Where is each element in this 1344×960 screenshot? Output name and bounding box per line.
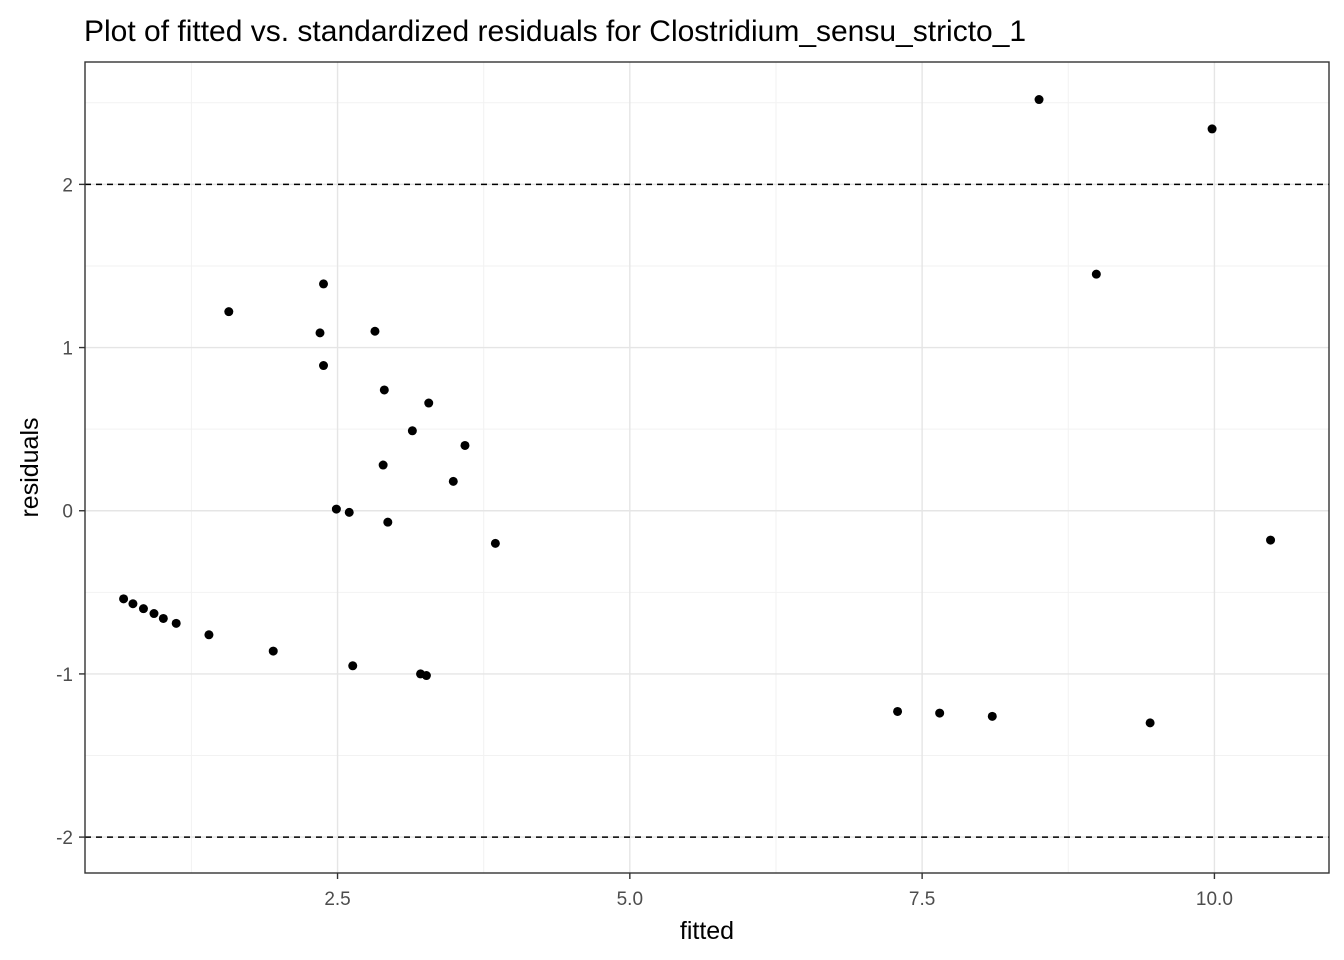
y-tick-label: 0 xyxy=(62,502,73,523)
x-tick-label: 10.0 xyxy=(1196,889,1233,910)
reference-lines xyxy=(85,183,1329,838)
data-point xyxy=(331,504,341,514)
data-point xyxy=(448,476,458,486)
data-point xyxy=(119,594,129,604)
data-point xyxy=(319,361,329,371)
data-point xyxy=(370,326,380,336)
x-axis-title: fitted xyxy=(680,917,734,945)
data-point xyxy=(224,307,234,317)
data-points xyxy=(119,95,1276,728)
x-tick-label: 7.5 xyxy=(909,889,935,910)
y-tick-label: -1 xyxy=(56,665,73,686)
data-point xyxy=(383,517,393,527)
x-axis: 2.5 5.0 7.5 10.0 xyxy=(324,873,1233,910)
chart-title: Plot of fitted vs. standardized residual… xyxy=(84,15,1026,48)
data-point xyxy=(424,398,434,408)
data-point xyxy=(1034,95,1044,105)
data-point xyxy=(1145,718,1155,728)
data-point xyxy=(268,646,278,656)
data-point xyxy=(987,711,997,721)
data-point xyxy=(490,538,500,548)
y-axis: -2 -1 0 1 2 xyxy=(56,175,85,849)
data-point xyxy=(935,708,945,718)
data-point xyxy=(893,706,903,716)
y-axis-title: residuals xyxy=(16,417,44,517)
data-point xyxy=(128,599,138,609)
data-point xyxy=(158,613,168,623)
x-tick-label: 5.0 xyxy=(617,889,643,910)
y-tick-label: 2 xyxy=(62,175,73,196)
data-point xyxy=(171,618,181,628)
data-point xyxy=(204,630,214,640)
data-point xyxy=(379,385,389,395)
data-point xyxy=(378,460,388,470)
data-point xyxy=(1091,269,1101,279)
data-point xyxy=(460,440,470,450)
panel-border xyxy=(84,61,1330,874)
data-point xyxy=(407,426,417,436)
data-point xyxy=(149,609,159,619)
data-point xyxy=(315,328,325,338)
data-point xyxy=(1266,535,1276,545)
data-point xyxy=(421,671,431,681)
y-tick-label: -2 xyxy=(56,828,73,849)
data-point xyxy=(138,604,148,614)
data-point xyxy=(319,279,329,289)
y-tick-label: 1 xyxy=(62,339,73,360)
data-point xyxy=(348,661,358,671)
data-point xyxy=(344,507,354,517)
data-point xyxy=(1207,124,1217,134)
x-tick-label: 2.5 xyxy=(324,889,350,910)
